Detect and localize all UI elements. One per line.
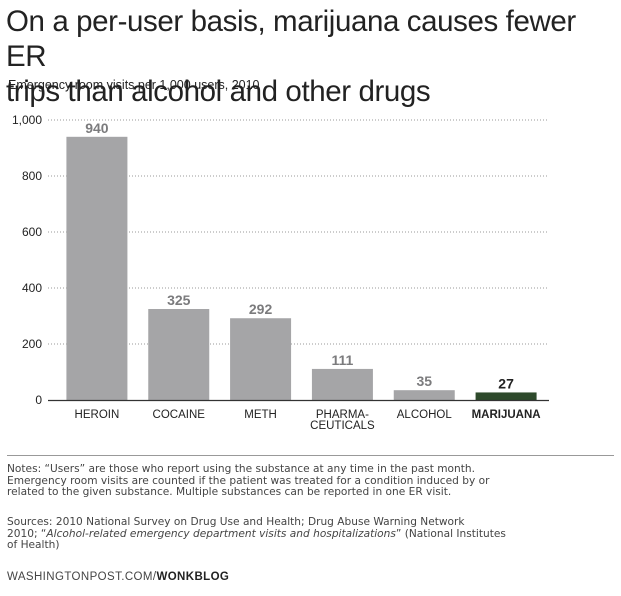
divider: [7, 455, 614, 456]
bar: [230, 318, 292, 400]
sources-line-2: 2010; “Alcohol-related emergency departm…: [7, 527, 607, 541]
sources-line-2-suffix: ” (National Institutes: [395, 527, 506, 540]
sources-line-1: Sources: 2010 National Survey on Drug Us…: [7, 516, 465, 528]
credit-site: WASHINGTONPOST.COM/: [7, 571, 157, 583]
y-tick-label: 1,000: [12, 113, 42, 127]
notes-line-1: Notes: “Users” are those who report usin…: [7, 463, 475, 475]
data-label: 27: [498, 375, 514, 391]
credit-section: WONKBLOG: [156, 571, 230, 583]
y-tick-label: 400: [22, 281, 42, 295]
bar: [148, 309, 210, 400]
y-tick-label: 600: [22, 225, 42, 239]
chart-title: On a per-user basis, marijuana causes fe…: [6, 4, 616, 109]
data-label: 111: [332, 352, 354, 368]
notes: Notes: “Users” are those who report usin…: [7, 463, 607, 499]
bar: [393, 390, 455, 400]
data-label: 35: [416, 373, 432, 389]
x-tick-label: HEROIN: [75, 409, 120, 421]
x-tick-label: METH: [244, 409, 277, 421]
chart-subtitle: Emergency room visits per 1,000 users, 2…: [8, 78, 260, 92]
x-tick-label: CEUTICALS: [310, 420, 375, 432]
title-line-1: On a per-user basis, marijuana causes fe…: [6, 5, 576, 73]
y-tick-label: 0: [35, 393, 42, 407]
sources-line-3: of Health): [7, 539, 60, 551]
x-tick-label: MARIJUANA: [472, 409, 541, 421]
credit: WASHINGTONPOST.COM/WONKBLOG: [7, 571, 229, 583]
x-tick-label: PHARMA-: [316, 409, 369, 421]
sources: Sources: 2010 National Survey on Drug Us…: [7, 516, 607, 552]
data-label: 940: [85, 120, 109, 136]
bar-chart: 0 200 400 600 800 1,000 940 HEROIN 325 COCAINE 292…: [12, 113, 549, 432]
title-line-2: trips than alcohol and other drugs: [6, 75, 431, 108]
x-tick-label: COCAINE: [153, 409, 206, 421]
data-label: 292: [249, 301, 273, 317]
y-tick-label: 800: [22, 169, 42, 183]
notes-line-2: Emergency room visits are counted if the…: [7, 474, 490, 487]
notes-line-3: related to the given substance. Multiple…: [7, 486, 452, 498]
x-tick-label: ALCOHOL: [397, 409, 453, 421]
data-label: 325: [167, 292, 191, 308]
bar: [311, 368, 373, 400]
sources-report-title: Alcohol-related emergency department vis…: [46, 527, 396, 540]
bar: [475, 392, 537, 400]
y-tick-label: 200: [22, 337, 42, 351]
bar: [66, 136, 128, 401]
sources-line-2-prefix: 2010; “: [7, 527, 47, 540]
